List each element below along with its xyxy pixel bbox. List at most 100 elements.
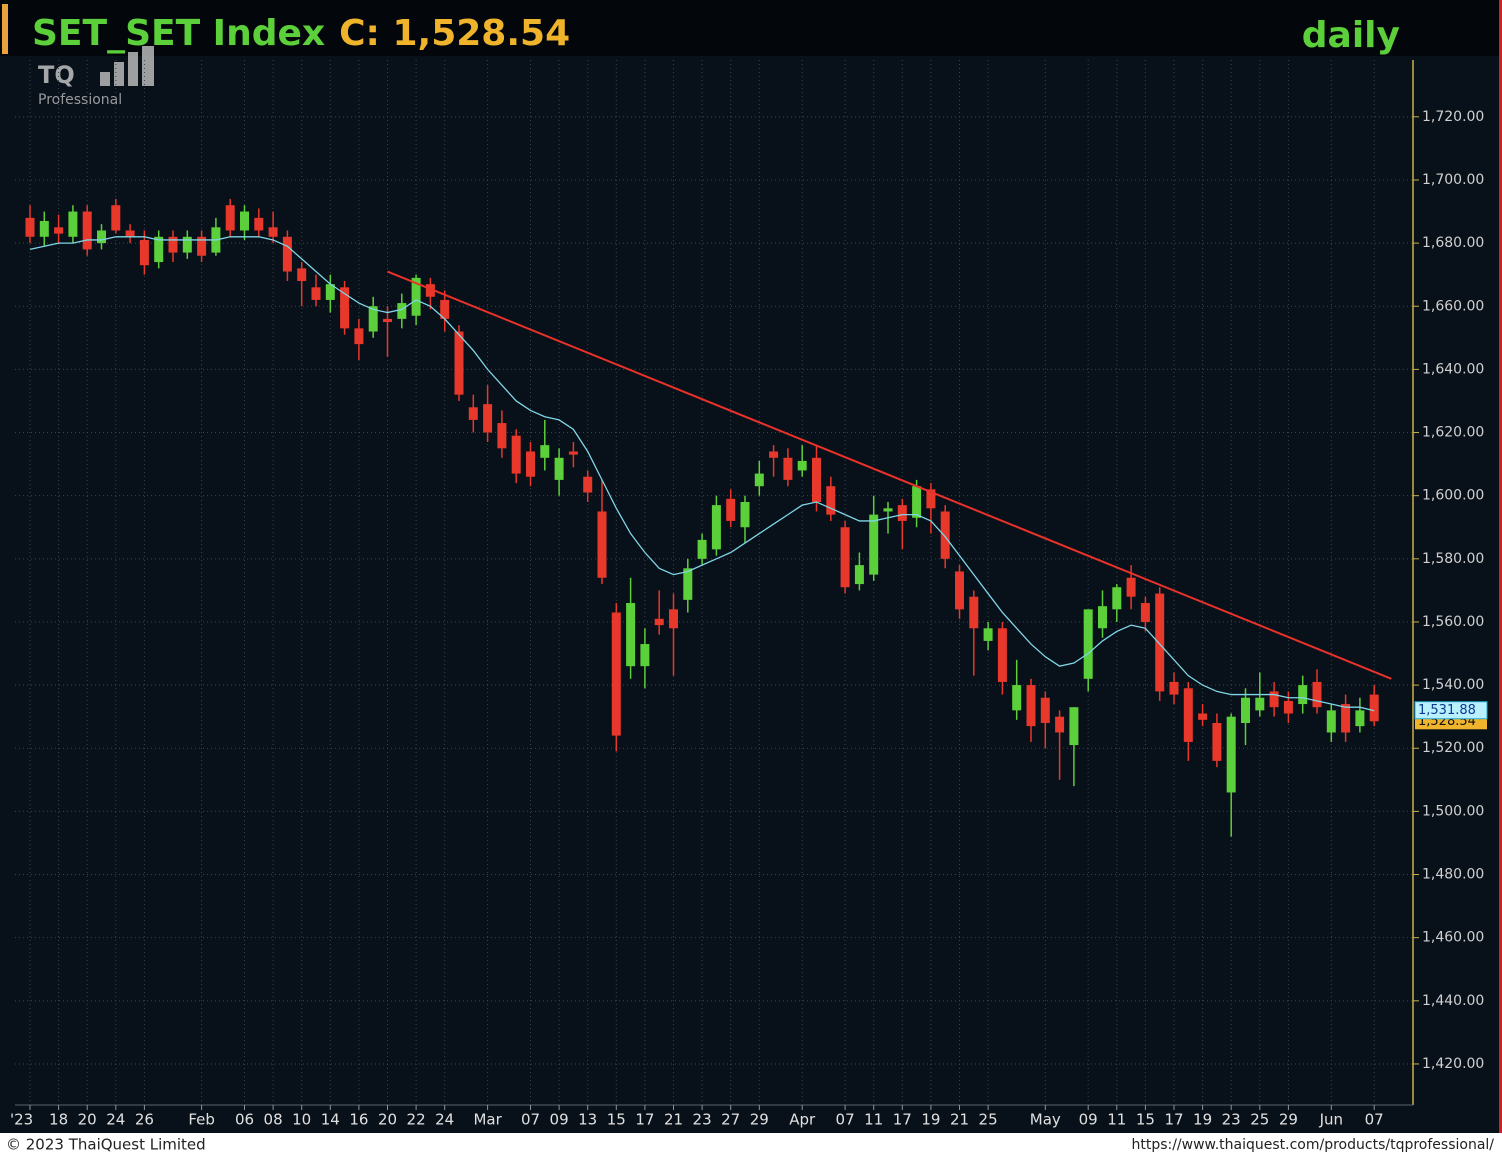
candle-body — [969, 596, 979, 629]
y-tick-label: 1,680.00 — [1422, 235, 1484, 251]
y-tick-label: 1,440.00 — [1422, 993, 1484, 1009]
x-tick-label: 16 — [349, 1111, 368, 1129]
x-tick-label: 29 — [750, 1111, 769, 1129]
price-tag-label: 1,531.88 — [1418, 703, 1476, 718]
candle-body — [597, 511, 607, 578]
title-accent — [2, 4, 8, 54]
y-tick-label: 1,540.00 — [1422, 677, 1484, 693]
x-tick-label: 22 — [407, 1111, 426, 1129]
candle-body — [983, 628, 993, 641]
candle-body — [240, 211, 249, 231]
candle-body — [268, 227, 278, 237]
candle-body — [25, 217, 35, 237]
chart-title: SET_SET Index C: 1,528.54 — [32, 13, 570, 54]
moving-average — [29, 236, 1375, 712]
candle-body — [1355, 710, 1365, 727]
candle-body — [568, 451, 578, 455]
x-tick-label: 23 — [1222, 1111, 1241, 1129]
logo-sub: Professional — [38, 92, 122, 108]
y-tick-label: 1,580.00 — [1422, 551, 1484, 567]
candle-body — [1126, 577, 1136, 597]
x-tick-label: Feb — [188, 1111, 215, 1129]
candle-body — [926, 489, 936, 509]
candle-body — [1312, 681, 1322, 708]
candle-body — [254, 217, 264, 231]
x-tick-label: 27 — [721, 1111, 740, 1129]
candle-body — [411, 277, 421, 316]
y-tick-label: 1,520.00 — [1422, 740, 1484, 756]
y-tick-label: 1,600.00 — [1422, 488, 1484, 504]
candle-body — [182, 236, 192, 253]
y-tick-label: 1,640.00 — [1422, 361, 1484, 377]
candle-body — [1269, 691, 1279, 708]
x-tick-label: 17 — [635, 1111, 654, 1129]
x-tick-label: 07 — [1365, 1111, 1384, 1129]
candle-body — [1369, 694, 1379, 722]
candle-body — [869, 514, 879, 575]
candle-body — [1241, 697, 1250, 723]
title-close: C: 1,528.54 — [339, 13, 570, 54]
footer-right: https://www.thaiquest.com/products/tqpro… — [1131, 1137, 1494, 1153]
candle-body — [39, 221, 49, 237]
x-tick-label: 06 — [235, 1111, 254, 1129]
y-tick-label: 1,480.00 — [1422, 867, 1484, 883]
x-tick-label: 07 — [521, 1111, 540, 1129]
logo-bar — [100, 72, 110, 86]
logo-mark: TQ — [38, 61, 75, 89]
y-tick-label: 1,720.00 — [1422, 109, 1484, 125]
x-tick-label: 19 — [1193, 1111, 1212, 1129]
y-tick-label: 1,420.00 — [1422, 1056, 1484, 1072]
candle-body — [1083, 609, 1093, 679]
candle-body — [368, 306, 378, 332]
frame-edge — [1499, 0, 1502, 1133]
candle-body — [1155, 593, 1165, 692]
candle-body — [897, 505, 907, 521]
x-tick-label: 25 — [1250, 1111, 1269, 1129]
y-tick-label: 1,460.00 — [1422, 930, 1484, 946]
x-tick-label: 09 — [1079, 1111, 1098, 1129]
title-bar — [0, 0, 1502, 56]
x-tick-label: 25 — [979, 1111, 998, 1129]
candle-body — [1055, 716, 1065, 733]
x-tick-label: Apr — [789, 1111, 816, 1129]
candle-body — [754, 473, 764, 487]
x-tick-label: 21 — [664, 1111, 683, 1129]
candle-body — [912, 486, 922, 518]
x-tick-label: 26 — [135, 1111, 154, 1129]
x-tick-label: 11 — [864, 1111, 883, 1129]
candle-body — [1283, 700, 1293, 714]
candle-body — [554, 457, 564, 480]
candle-body — [669, 609, 678, 629]
candle-body — [454, 331, 464, 395]
candle-body — [626, 603, 636, 667]
ma-price-tag: 1,531.88 — [1414, 701, 1488, 720]
candle-body — [225, 205, 235, 231]
x-tick-label: May — [1030, 1111, 1061, 1129]
x-tick-label: 15 — [1136, 1111, 1155, 1129]
candle-body — [812, 457, 821, 502]
candle-body — [1255, 697, 1265, 711]
candle-body — [611, 612, 621, 736]
x-tick-label: 14 — [321, 1111, 340, 1129]
y-tick-label: 1,660.00 — [1422, 298, 1484, 314]
candle-body — [440, 299, 450, 319]
candle-body — [526, 451, 535, 477]
candle-body — [683, 568, 693, 600]
candle-body — [154, 236, 164, 263]
candle-body — [1226, 716, 1236, 793]
x-tick-label: 07 — [836, 1111, 855, 1129]
x-tick-label: 15 — [607, 1111, 626, 1129]
candle-body — [197, 236, 207, 256]
candle-body — [483, 404, 493, 433]
candle-body — [1212, 722, 1222, 761]
candle-body — [1198, 713, 1208, 720]
x-tick-label: Jun — [1319, 1111, 1343, 1129]
candle-body — [111, 205, 121, 231]
candle-body — [468, 407, 478, 420]
candle-body — [940, 511, 950, 559]
x-tick-label: 29 — [1279, 1111, 1298, 1129]
candle-body — [640, 644, 650, 667]
candle-body — [783, 457, 793, 480]
